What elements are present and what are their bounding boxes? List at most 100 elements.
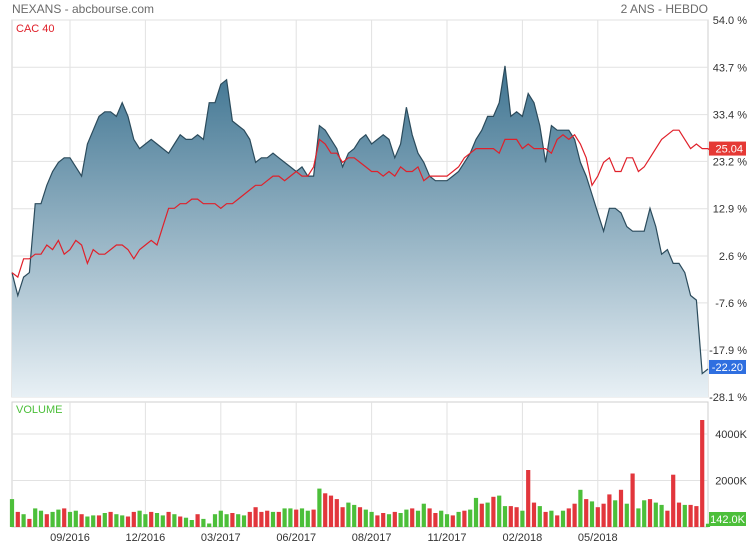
volume-bar — [578, 489, 583, 527]
volume-bar — [508, 506, 513, 527]
volume-bar — [560, 510, 566, 527]
volume-bar — [642, 500, 647, 528]
volume-bar — [253, 507, 258, 527]
volume-bar — [317, 488, 322, 527]
volume-last-label-bg — [709, 512, 746, 526]
volume-bar — [85, 516, 90, 527]
y-tick-label: -28.1 % — [709, 392, 747, 404]
volume-bar — [328, 495, 334, 527]
chart-title: NEXANS - abcbourse.com — [12, 2, 155, 16]
volume-bar — [38, 510, 44, 527]
x-axis: 09/2016 12/2016 03/2017 06/2017 08/2017 11/20… — [50, 532, 618, 544]
volume-bar — [444, 514, 450, 527]
volume-bar — [415, 510, 421, 527]
volume-bar — [178, 516, 183, 527]
volume-bar — [120, 515, 125, 527]
volume-bar — [676, 502, 682, 527]
volume-bar — [479, 503, 484, 527]
volume-bar — [125, 516, 131, 527]
volume-bar — [166, 511, 171, 527]
volume-bar — [363, 509, 368, 527]
volume-bar — [27, 518, 32, 527]
volume-bar — [468, 509, 473, 527]
volume-bar — [671, 474, 676, 527]
volume-bar — [282, 508, 287, 527]
volume-bar — [183, 517, 189, 527]
nexans-line — [11, 65, 709, 375]
volume-bar — [131, 511, 136, 527]
volume-bar — [56, 509, 61, 527]
volume-bar — [421, 503, 426, 527]
volume-bar — [607, 494, 612, 527]
volume-bar — [79, 514, 84, 527]
volume-bar — [154, 513, 160, 527]
y-tick-label: -17.9 % — [709, 345, 747, 357]
y-tick-label: 2.6 % — [719, 251, 747, 263]
x-tick-label: 11/2017 — [428, 532, 467, 544]
volume-bar — [688, 504, 693, 527]
volume-bar — [9, 499, 15, 527]
volume-bar — [381, 513, 386, 527]
value-labels: 25.04 -22.20 142.0K — [709, 141, 746, 526]
price-panel: 54.0 % 43.7 % 33.4 % 23.2 % 12.9 % 2.6 % -7.6 … — [11, 15, 747, 404]
volume-bar — [207, 523, 212, 527]
volume-bar — [584, 499, 589, 527]
y-tick-label: -7.6 % — [715, 298, 747, 310]
volume-bar — [485, 502, 490, 527]
volume-bar — [352, 504, 357, 527]
cac40-last-label: 25.04 — [715, 144, 743, 156]
volume-bar — [589, 501, 595, 527]
volume-bar — [270, 511, 276, 527]
volume-bar — [149, 511, 154, 527]
volume-bar — [665, 510, 670, 527]
volume-bar — [439, 510, 444, 527]
volume-bar — [189, 520, 194, 527]
volume-bar — [456, 511, 461, 527]
volume-bar — [241, 515, 247, 527]
volume-bar — [555, 515, 560, 527]
volume-bar — [305, 510, 310, 527]
volume-bar — [618, 489, 624, 527]
y-tick-label: 54.0 % — [713, 15, 747, 27]
volume-bar — [21, 514, 26, 527]
volume-bar — [311, 509, 316, 527]
cac40-last-label-bg — [709, 141, 746, 156]
x-tick-label: 12/2016 — [126, 532, 166, 544]
volume-bar — [572, 503, 577, 527]
volume-bar — [218, 510, 223, 527]
volume-bar — [514, 507, 519, 527]
volume-bar — [346, 502, 351, 527]
vol-y-tick-label: 4000K — [715, 429, 747, 441]
volume-bar — [491, 496, 496, 527]
nexans-last-label-bg — [709, 359, 746, 374]
volume-bar — [137, 510, 142, 527]
volume-bar — [114, 514, 119, 527]
y-tick-label: 12.9 % — [713, 204, 747, 216]
volume-bar — [386, 514, 392, 527]
volume-bar — [44, 514, 49, 527]
volume-bar — [613, 500, 618, 528]
volume-bar — [682, 504, 687, 527]
volume-bar — [369, 511, 374, 527]
x-tick-label: 06/2017 — [276, 532, 316, 544]
x-tick-label: 02/2018 — [503, 532, 543, 544]
volume-bar — [172, 514, 177, 527]
volume-bar — [404, 509, 409, 527]
volume-bar — [537, 506, 542, 527]
volume-bar — [694, 506, 699, 527]
legend-cac40: CAC 40 — [16, 23, 55, 35]
volume-bar — [247, 511, 252, 527]
volume-bar — [299, 508, 305, 527]
volume-bar — [259, 511, 264, 527]
cac40-line — [11, 129, 715, 279]
volume-bar — [636, 508, 641, 527]
volume-bar — [288, 508, 293, 527]
volume-title: VOLUME — [16, 404, 62, 416]
x-tick-label: 09/2016 — [50, 532, 90, 544]
volume-bar — [433, 513, 438, 527]
volume-bar — [630, 473, 635, 527]
volume-bar — [398, 513, 403, 527]
volume-bar — [497, 495, 502, 527]
volume-bar — [375, 515, 380, 527]
